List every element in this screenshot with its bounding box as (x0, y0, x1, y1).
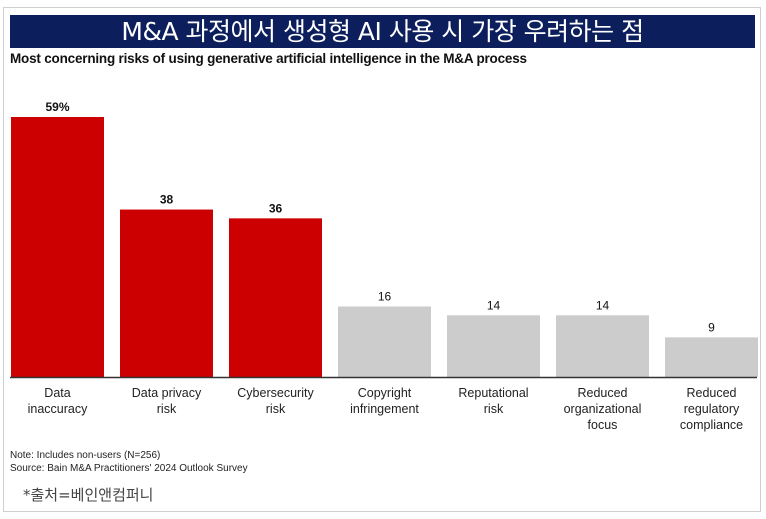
category-label: compliance (680, 418, 743, 432)
category-label: infringement (350, 402, 419, 416)
category-label: Data privacy (132, 386, 202, 400)
category-label: focus (588, 418, 618, 432)
bar (447, 315, 540, 377)
category-label: risk (266, 402, 286, 416)
bar (120, 209, 213, 377)
category-label: organizational (564, 402, 642, 416)
category-label: risk (484, 402, 504, 416)
category-label: Reduced (686, 386, 736, 400)
data-label: 38 (160, 193, 174, 207)
image-frame (3, 7, 761, 512)
bar (338, 306, 431, 377)
banner-title: M&A 과정에서 생성형 AI 사용 시 가장 우려하는 점 (10, 15, 755, 48)
chart-title: Most concerning risks of using generativ… (10, 51, 527, 66)
bar (11, 117, 104, 377)
data-label: 36 (269, 201, 283, 215)
chart-note: Note: Includes non-users (N=256) (10, 450, 161, 461)
data-label: 14 (487, 298, 501, 312)
category-label: Cybersecurity (237, 386, 314, 400)
category-label: Reputational (458, 386, 528, 400)
category-label: regulatory (684, 402, 740, 416)
data-label: 59% (45, 100, 69, 114)
data-label: 16 (378, 289, 392, 303)
data-label: 14 (596, 298, 610, 312)
bar (665, 337, 758, 377)
chart-source: Source: Bain M&A Practitioners' 2024 Out… (10, 463, 248, 474)
category-label: Reduced (577, 386, 627, 400)
credit-text: *출처=베인앤컴퍼니 (23, 486, 154, 504)
category-label: inaccuracy (28, 402, 88, 416)
data-label: 9 (708, 320, 715, 334)
category-label: Data (44, 386, 70, 400)
bar (229, 218, 322, 377)
bar (556, 315, 649, 377)
category-label: Copyright (358, 386, 412, 400)
category-label: risk (157, 402, 177, 416)
